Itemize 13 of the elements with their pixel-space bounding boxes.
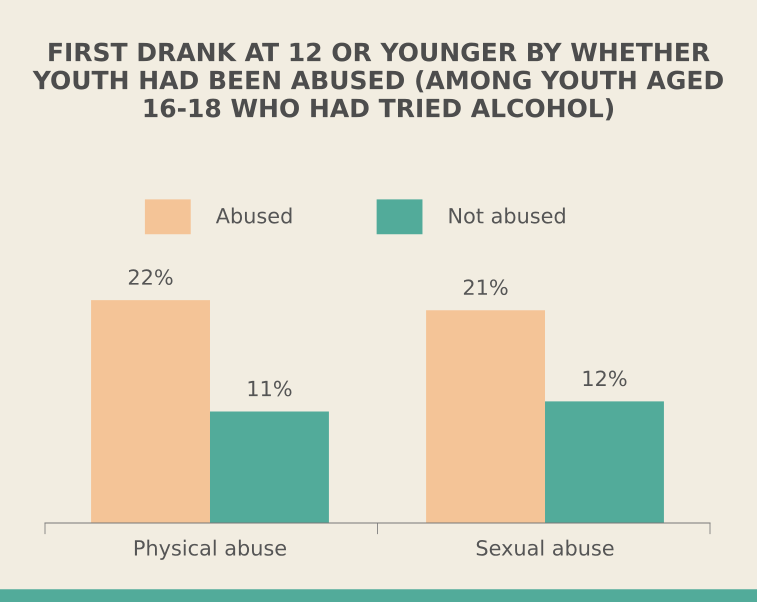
data-label: 12%	[584, 370, 626, 386]
x-tick-label: Sexual abuse	[476, 540, 614, 556]
data-label: 21%	[464, 279, 508, 296]
x-tick-label: Physical abuse	[134, 540, 286, 560]
data-label: 11%	[248, 380, 292, 396]
data-label: 22%	[128, 269, 173, 285]
legend-label: Abused	[216, 207, 292, 224]
bar	[545, 401, 664, 523]
chart-title: FIRST DRANK AT 12 OR YOUNGER BY WHETHER YOUTH HAD BEEN ABUSED (AMONG YOUTH AGED 16-18 WHO HAD TRIED ALCOHOL)	[32, 42, 723, 120]
bar	[91, 300, 210, 523]
bar	[210, 412, 329, 523]
bar	[426, 310, 546, 523]
legend-label: Not abused	[450, 207, 565, 224]
